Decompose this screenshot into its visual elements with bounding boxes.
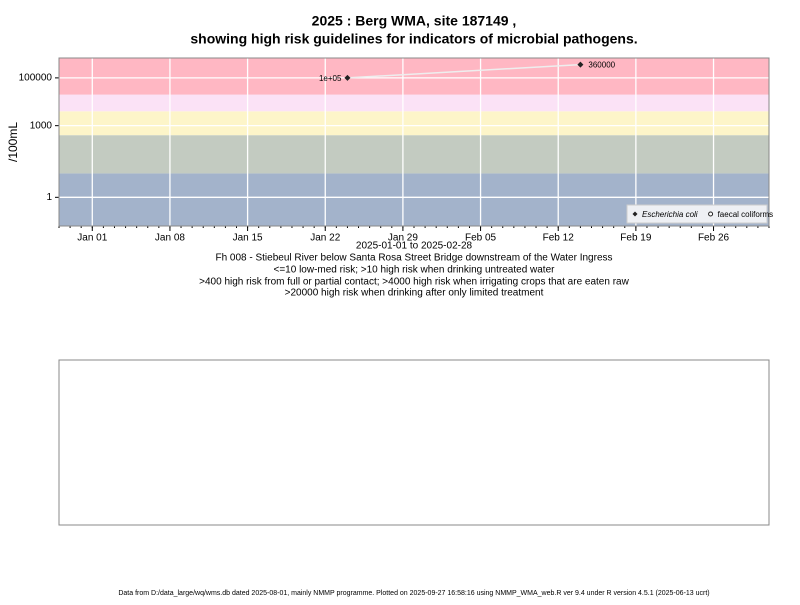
risk-band: [59, 111, 769, 136]
empty-panel: [58, 359, 770, 526]
data-point: [344, 74, 351, 81]
y-tick-label: 100000: [19, 73, 53, 84]
x-tick-label: Feb 05: [465, 233, 497, 244]
x-tick-label: Jan 08: [155, 233, 185, 244]
legend-marker: [708, 211, 714, 217]
x-axis-label: 2025-01-01 to 2025-02-28: [356, 241, 473, 252]
x-tick-label: Jan 01: [77, 233, 107, 244]
plot-frame: [58, 57, 770, 227]
x-tick-label: Jan 29: [388, 233, 418, 244]
note: >20000 high risk when drinking after onl…: [285, 288, 544, 299]
x-tick-label: Feb 12: [543, 233, 575, 244]
risk-band: [59, 94, 769, 112]
series-line: [347, 63, 581, 79]
note: >400 high risk from full or partial cont…: [199, 277, 629, 288]
legend-box: [626, 204, 768, 224]
legend-label: Escherichia coli: [642, 210, 698, 219]
risk-band: [59, 58, 769, 95]
data-label: 1e+05: [319, 74, 342, 83]
x-tick-label: Jan 22: [310, 233, 340, 244]
note: Fh 008 - Stiebeul River below Santa Rosa…: [215, 253, 612, 264]
legend-label: faecal coliforms: [718, 210, 774, 219]
chart-subtitle: showing high risk guidelines for indicat…: [190, 31, 637, 47]
legend-marker: [632, 211, 638, 217]
x-tick-label: Feb 19: [620, 233, 652, 244]
data-label: 360000: [588, 61, 615, 70]
data-point: [577, 61, 584, 68]
y-tick-label: 1000: [30, 120, 53, 131]
risk-band: [59, 135, 769, 174]
x-tick-label: Feb 26: [698, 233, 730, 244]
y-tick-label: 1: [46, 192, 52, 203]
y-axis-label: /100mL: [6, 122, 20, 162]
note: <=10 low-med risk; >10 high risk when dr…: [274, 265, 556, 276]
x-tick-label: Jan 15: [233, 233, 263, 244]
footer: Data from D:/data_large/wq/wms.db dated …: [118, 590, 709, 597]
chart-title: 2025 : Berg WMA, site 187149 ,: [312, 13, 517, 29]
